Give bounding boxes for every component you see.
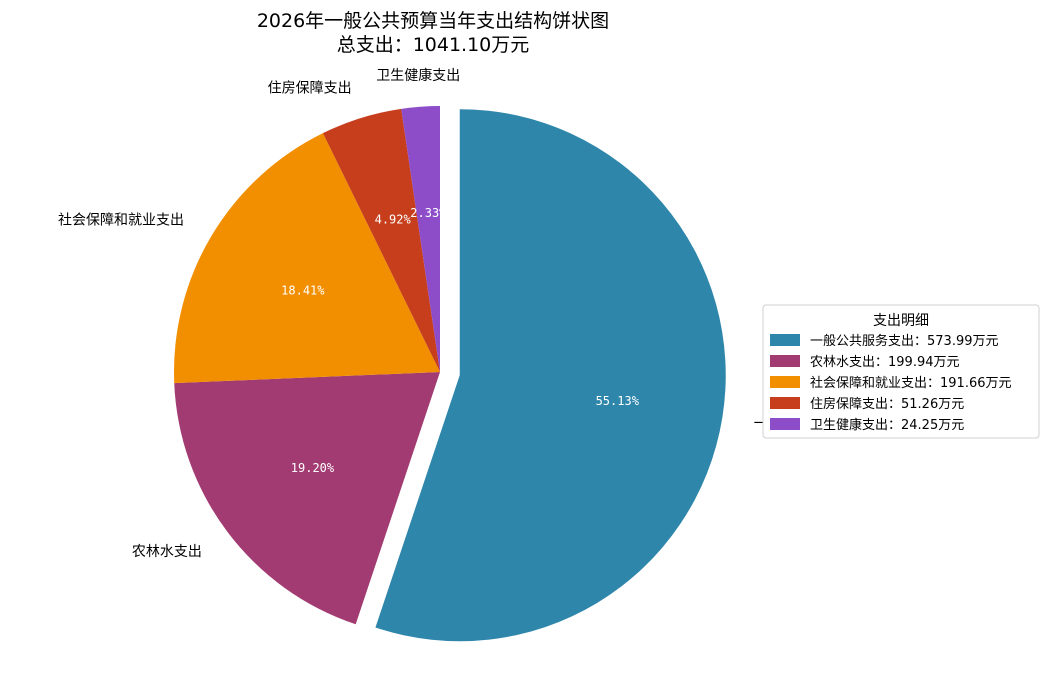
slice-label: 卫生健康支出 [376, 67, 460, 84]
pie-slice [174, 372, 440, 625]
legend-title: 支出明细 [873, 313, 929, 329]
percent-label: 19.20% [291, 461, 335, 475]
legend-swatch [770, 355, 800, 367]
pie-slice [375, 109, 726, 642]
pie-slices [174, 106, 726, 642]
legend-entry: 一般公共服务支出：573.99万元 [810, 333, 999, 349]
legend-swatch [770, 397, 800, 409]
slice-label: 住房保障支出 [268, 80, 352, 96]
legend-swatch [770, 376, 800, 388]
legend-entry: 卫生健康支出：24.25万元 [810, 417, 964, 433]
chart-title: 2026年一般公共预算当年支出结构饼状图 [257, 10, 609, 32]
pie-slice [174, 133, 441, 384]
legend-box [762, 304, 1040, 439]
slice-label: 农林水支出 [132, 544, 202, 560]
legend-entry: 社会保障和就业支出：191.66万元 [810, 375, 1012, 391]
pie-slice [322, 108, 440, 373]
percent-label: 18.41% [281, 283, 325, 297]
legend-entry: 农林水支出：199.94万元 [810, 355, 960, 370]
legend: 支出明细 一般公共服务支出：573.99万元农林水支出：199.94万元社会保障… [762, 304, 1040, 439]
chart-subtitle: 总支出：1041.10万元 [337, 34, 530, 56]
percent-label: 4.92% [375, 213, 412, 227]
percent-label: 2.33% [410, 206, 447, 220]
slice-labels: 一般公共服务支出农林水支出社会保障和就业支出住房保障支出卫生健康支出 [58, 67, 866, 560]
legend-swatch [770, 418, 800, 430]
percent-labels: 55.13% 19.20% 18.41% 4.92% 2.33% [281, 206, 640, 475]
legend-swatch [770, 334, 800, 346]
pie-slice [401, 106, 440, 372]
slice-label: 社会保障和就业支出 [58, 213, 184, 229]
legend-entry: 住房保障支出：51.26万元 [810, 396, 964, 412]
percent-label: 55.13% [596, 394, 640, 408]
